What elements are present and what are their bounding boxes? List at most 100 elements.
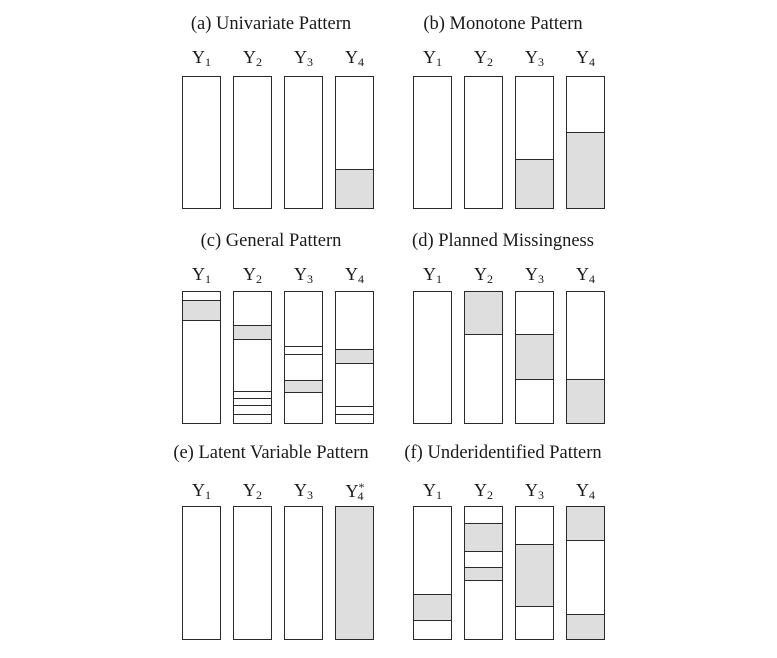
missing-segment xyxy=(336,170,373,208)
divider-line xyxy=(465,566,502,568)
divider-line xyxy=(285,391,322,393)
divider-line xyxy=(234,339,271,341)
divider-line xyxy=(465,334,502,336)
variable-column xyxy=(566,291,605,424)
divider-line xyxy=(336,406,373,408)
variable-label: Y2 xyxy=(474,264,493,286)
variable-label: Y4 xyxy=(576,264,595,286)
divider-line xyxy=(183,300,220,302)
variable-label: Y4 xyxy=(576,480,595,502)
variable-label: Y2 xyxy=(474,47,493,69)
variable-label: Y3 xyxy=(294,264,313,286)
missing-segment xyxy=(183,301,220,321)
panel-title: (d) Planned Missingness xyxy=(412,231,594,251)
variable-label: Y3 xyxy=(525,480,544,502)
variable-column xyxy=(284,76,323,209)
divider-line xyxy=(465,550,502,552)
divider-line xyxy=(414,619,451,621)
missing-segment xyxy=(234,326,271,341)
divider-line xyxy=(465,579,502,581)
variable-column xyxy=(413,291,452,424)
variable-column xyxy=(233,76,272,209)
variable-label: Y4 xyxy=(345,47,364,69)
divider-line xyxy=(516,378,553,380)
divider-line xyxy=(234,390,271,392)
variable-column xyxy=(413,506,452,640)
missing-segment xyxy=(516,545,553,608)
missing-segment xyxy=(567,507,604,542)
variable-label: Y1 xyxy=(192,480,211,502)
variable-label: Y3 xyxy=(294,480,313,502)
missing-segment xyxy=(516,335,553,380)
variable-label: Y1 xyxy=(192,47,211,69)
divider-line xyxy=(567,132,604,134)
variable-column xyxy=(182,291,221,424)
divider-line xyxy=(183,319,220,321)
divider-line xyxy=(336,363,373,365)
variable-label: Y2 xyxy=(474,480,493,502)
divider-line xyxy=(516,544,553,546)
panel-title: (b) Monotone Pattern xyxy=(423,14,583,34)
variable-label: Y3 xyxy=(525,264,544,286)
missing-segment xyxy=(516,159,553,208)
variable-column xyxy=(566,506,605,640)
variable-label: Y3 xyxy=(525,47,544,69)
variable-label: Y*4 xyxy=(345,480,365,503)
variable-column xyxy=(284,291,323,424)
variable-column xyxy=(182,76,221,209)
divider-line xyxy=(234,325,271,327)
missing-segment xyxy=(567,133,604,208)
divider-line xyxy=(234,404,271,406)
variable-column xyxy=(413,76,452,209)
divider-line xyxy=(516,606,553,608)
variable-column xyxy=(182,506,221,640)
missing-segment xyxy=(414,595,451,621)
variable-label: Y4 xyxy=(345,264,364,286)
missing-segment xyxy=(336,349,373,365)
variable-column xyxy=(464,291,503,424)
missing-segment xyxy=(567,615,604,639)
variable-column xyxy=(233,291,272,424)
variable-label: Y1 xyxy=(423,480,442,502)
divider-line xyxy=(336,169,373,170)
panel-title: (a) Univariate Pattern xyxy=(190,14,352,34)
panel-title: (f) Underidentified Pattern xyxy=(404,443,602,463)
missing-segment xyxy=(285,381,322,393)
variable-label: Y1 xyxy=(423,47,442,69)
missing-segment xyxy=(567,379,604,423)
divider-line xyxy=(567,378,604,380)
panel-title: (e) Latent Variable Pattern xyxy=(173,443,369,463)
variable-column xyxy=(233,506,272,640)
missing-segment xyxy=(465,567,502,581)
divider-line xyxy=(336,414,373,416)
variable-label: Y4 xyxy=(576,47,595,69)
variable-column xyxy=(515,506,554,640)
variable-column xyxy=(515,291,554,424)
variable-column xyxy=(515,76,554,209)
variable-column xyxy=(464,76,503,209)
variable-label: Y2 xyxy=(243,480,262,502)
divider-line xyxy=(234,414,271,416)
divider-line xyxy=(414,594,451,596)
divider-line xyxy=(285,353,322,355)
variable-column xyxy=(335,291,374,424)
divider-line xyxy=(285,380,322,382)
divider-line xyxy=(465,523,502,525)
variable-label: Y3 xyxy=(294,47,313,69)
variable-label: Y1 xyxy=(192,264,211,286)
variable-label: Y1 xyxy=(423,264,442,286)
variable-column xyxy=(566,76,605,209)
missing-segment xyxy=(465,524,502,552)
variable-column xyxy=(335,76,374,209)
divider-line xyxy=(516,158,553,160)
panel-title: (c) General Pattern xyxy=(200,231,342,251)
missing-segment xyxy=(336,507,373,639)
divider-line xyxy=(516,334,553,336)
variable-column xyxy=(335,506,374,640)
variable-column xyxy=(464,506,503,640)
divider-line xyxy=(336,348,373,350)
missing-segment xyxy=(465,292,502,336)
variable-column xyxy=(284,506,323,640)
divider-line xyxy=(285,346,322,348)
